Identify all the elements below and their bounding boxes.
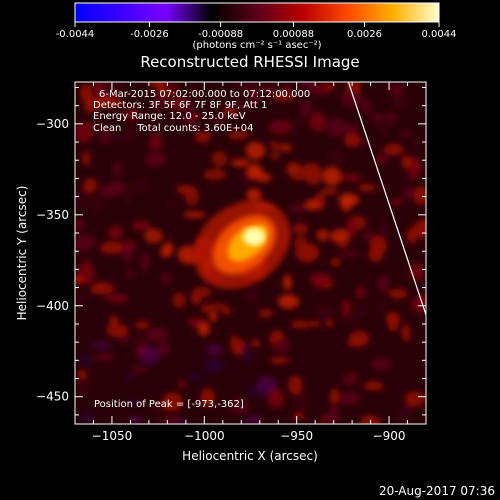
- x-tick-label: −950: [280, 429, 313, 443]
- colorbar-tick-label: 0.0026: [347, 29, 382, 40]
- colorbar-tick-label: 0.00088: [273, 29, 314, 40]
- colorbar-units: (photons cm⁻² s⁻¹ asec⁻²): [192, 40, 321, 51]
- x-tick-label: −1000: [184, 429, 225, 443]
- y-tick-label: −450: [36, 390, 69, 404]
- y-axis-label: Heliocentric Y (arcsec): [15, 186, 29, 321]
- colorbar-tick-label: -0.0044: [56, 29, 95, 40]
- colorbar-tick-label: -0.00088: [198, 29, 243, 40]
- chart-title: Reconstructed RHESSI Image: [140, 53, 359, 71]
- colorbar-tick-label: 0.0044: [422, 29, 457, 40]
- y-tick-label: −300: [36, 117, 69, 131]
- annotation-time-range: 6-Mar-2015 07:02:00.000 to 07:12:00.000: [99, 89, 310, 100]
- timestamp: 20-Aug-2017 07:36: [379, 484, 495, 498]
- solar-limb-line: [347, 82, 426, 316]
- peak-position-label: Position of Peak = [-973,-362]: [94, 399, 244, 410]
- y-tick-label: −350: [36, 208, 69, 222]
- hard-xray-source: [193, 200, 291, 289]
- plot-frame: [74, 81, 427, 425]
- x-tick-label: −900: [373, 429, 406, 443]
- y-tick-label: −400: [36, 299, 69, 313]
- x-tick-label: −1050: [92, 429, 133, 443]
- colorbar-ticks: -0.0044 -0.0026 -0.00088 0.00088 0.0026 0.004…: [56, 22, 457, 40]
- y-axis: −300 −350 −400 −450: [36, 86, 426, 416]
- colorbar-tick-label: -0.0026: [130, 29, 169, 40]
- x-axis: −1050 −1000 −950 −900: [92, 82, 427, 443]
- heatmap-image: [75, 82, 426, 424]
- annotation-clean-counts: Clean Total counts: 3.60E+04: [93, 123, 253, 134]
- colorbar: [74, 2, 440, 23]
- annotation-detectors: Detectors: 3F 5F 6F 7F 8F 9F, Att 1: [93, 100, 267, 111]
- annotation-energy-range: Energy Range: 12.0 - 25.0 keV: [93, 111, 246, 122]
- x-axis-label: Heliocentric X (arcsec): [182, 449, 318, 463]
